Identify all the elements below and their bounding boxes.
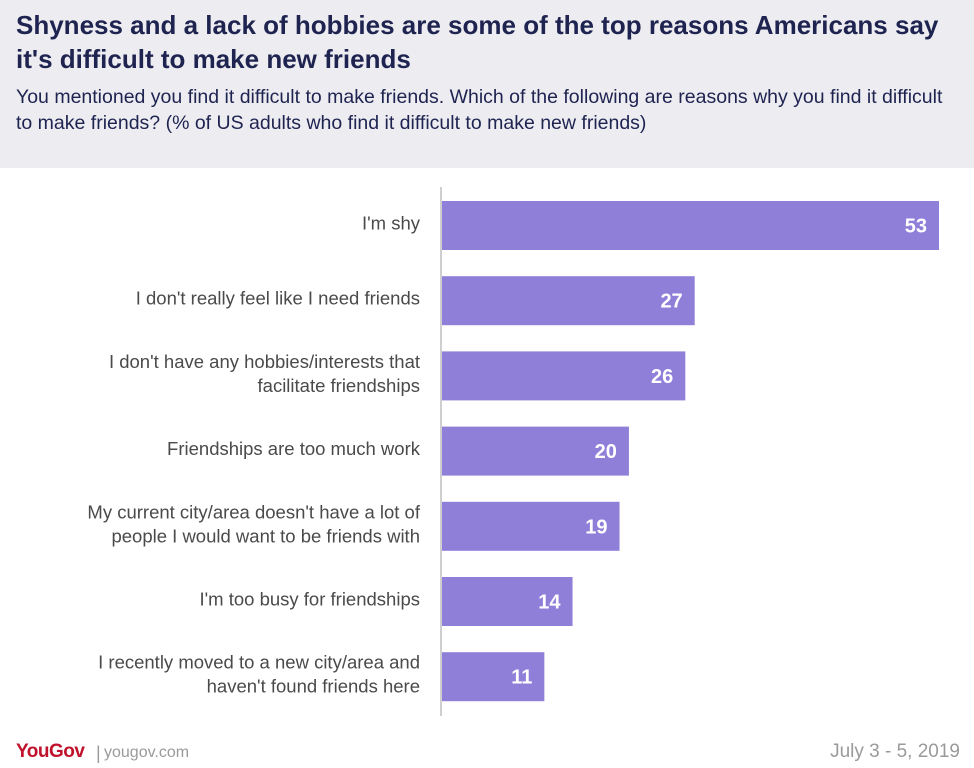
- bar-5: [441, 577, 573, 626]
- category-label-3: Friendships are too much work: [167, 438, 421, 459]
- bar-value-label-6: 11: [511, 667, 532, 689]
- bars-group: 53 I'm shy 27 I don't really feel like I ne…: [87, 201, 939, 702]
- category-label-0: I'm shy: [362, 213, 421, 234]
- chart-title: Shyness and a lack of hobbies are some o…: [16, 10, 939, 74]
- bar-3: [441, 426, 629, 476]
- footer-date: July 3 - 5, 2019: [830, 741, 960, 762]
- category-label-line: I don't have any hobbies/interests that: [109, 351, 420, 372]
- yougov-logo: YouGov: [16, 741, 85, 762]
- category-label-line: Friendships are too much work: [167, 438, 421, 459]
- chart-subtitle: You mentioned you find it difficult to m…: [16, 86, 943, 134]
- bar-value-label-3: 20: [595, 441, 617, 463]
- bar-6: [441, 652, 545, 702]
- bar-value-label-5: 14: [538, 592, 561, 614]
- bar-value-label-1: 27: [660, 291, 682, 313]
- category-label-line: I don't really feel like I need friends: [136, 288, 420, 309]
- category-label-2: I don't have any hobbies/interests that f…: [109, 351, 420, 396]
- category-label-line: I'm too busy for friendships: [200, 589, 421, 610]
- bar-2: [441, 351, 686, 401]
- bar-value-label-4: 19: [585, 516, 607, 538]
- category-label-1: I don't really feel like I need friends: [136, 288, 420, 309]
- category-label-line: people I would want to be friends with: [111, 525, 420, 546]
- category-label-5: I'm too busy for friendships: [200, 589, 421, 610]
- category-label-line: haven't found friends here: [207, 676, 420, 697]
- category-label-line: I'm shy: [362, 213, 421, 234]
- bar-0: [441, 201, 939, 250]
- bar-value-label-2: 26: [651, 366, 673, 388]
- category-label-line: My current city/area doesn't have a lot …: [87, 501, 420, 522]
- header-panel: Shyness and a lack of hobbies are some o…: [0, 0, 974, 168]
- category-label-line: facilitate friendships: [258, 375, 420, 396]
- category-label-line: I recently moved to a new city/area and: [98, 652, 420, 673]
- category-label-4: My current city/area doesn't have a lot …: [87, 501, 420, 546]
- bar-1: [441, 276, 695, 326]
- bar-4: [441, 501, 620, 551]
- footer-website: yougov.com: [104, 744, 190, 761]
- category-label-6: I recently moved to a new city/area and h…: [98, 652, 420, 697]
- bar-value-label-0: 53: [905, 216, 927, 238]
- footer-separator: |: [96, 743, 101, 763]
